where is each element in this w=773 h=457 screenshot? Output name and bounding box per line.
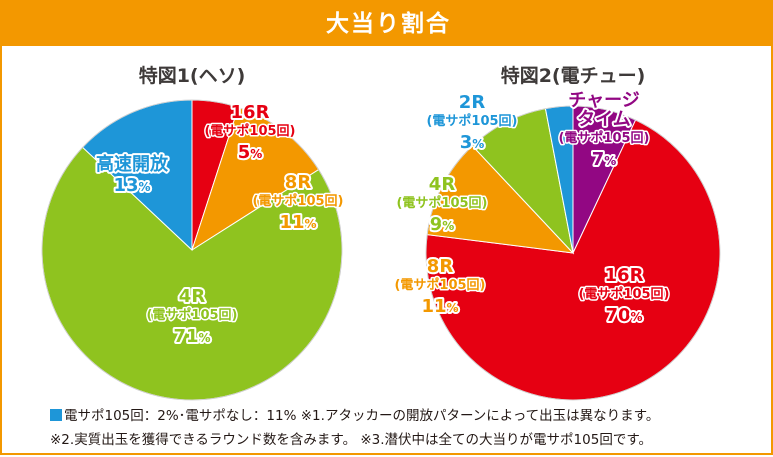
legend-swatch-blue <box>50 409 62 421</box>
slice-name: チャージ <box>568 90 639 111</box>
pie-chart-1: 特図1(ヘソ)16R(電サポ105回)5%8R(電サポ105回)11%4R(電サ… <box>41 65 345 401</box>
chart-title: 特図2(電チュー) <box>501 65 646 87</box>
data-label: 11% <box>279 212 316 233</box>
slice-name: 8R <box>427 256 454 277</box>
slice-sub: (電サポ105回) <box>426 113 517 129</box>
chart-title: 特図1(ヘソ) <box>139 65 246 87</box>
data-label: 70% <box>605 305 642 326</box>
pie-outline <box>425 105 721 401</box>
slice-label: 16R(電サポ105回) 5% <box>203 100 297 165</box>
footnote-line-2: ※2.実質出玉を獲得できるラウンド数を含みます。 ※3.潜伏中は全ての大当りが電… <box>50 432 652 448</box>
data-label: 11% <box>421 296 458 317</box>
slice-name: 4R <box>179 286 206 307</box>
footnote-line-1: 電サポ105回：2%･電サポなし：11% ※1.アタッカーの開放パターンによって… <box>50 404 659 424</box>
slice-sub: (電サポ105回) <box>204 123 295 139</box>
slice-label: 8R(電サポ105回) 11% <box>251 170 345 235</box>
slice-sub: (電サポ105回) <box>578 286 669 302</box>
slice-name: 8R <box>285 172 312 193</box>
slice-name: 16R <box>231 102 270 123</box>
slice-sub: (電サポ105回) <box>558 130 649 146</box>
note-1: ※1.アタッカーの開放パターンによって出玉は異なります。 <box>300 408 660 424</box>
data-label: 13% <box>113 175 150 196</box>
slice-name: 2R <box>459 92 486 113</box>
pie-chart-2: 特図2(電チュー)16R(電サポ105回)70%8R(電サポ105回)11%4R… <box>393 65 721 401</box>
slice-name: タイム <box>577 109 631 130</box>
slice-sub: (電サポ105回) <box>146 307 237 323</box>
data-label: 71% <box>173 326 210 347</box>
slice-label: 16R(電サポ105回) 70% <box>577 263 671 328</box>
data-label: 7% <box>592 149 617 170</box>
slice-sub: (電サポ105回) <box>252 193 343 209</box>
slice-name: 高速開放 <box>96 153 169 175</box>
slice-sub: (電サポ105回) <box>396 195 487 211</box>
slice-label: 2R(電サポ105回) 3% <box>425 90 519 155</box>
slice-sub: (電サポ105回) <box>394 277 485 293</box>
slice-label: 4R(電サポ105回) 71% <box>145 284 239 349</box>
slice-name: 4R <box>429 174 456 195</box>
pie-outline <box>41 99 343 401</box>
slice-label: 8R(電サポ105回) 11% <box>393 254 487 319</box>
data-label: 5% <box>238 142 263 163</box>
slice-name: 16R <box>605 265 644 286</box>
data-label: 9% <box>430 214 455 235</box>
legend-text: 電サポ105回：2%･電サポなし：11% <box>64 408 297 424</box>
page-title: 大当り割合 <box>2 2 773 46</box>
data-label: 3% <box>460 132 485 153</box>
slice-label: 4R(電サポ105回) 9% <box>395 172 489 237</box>
